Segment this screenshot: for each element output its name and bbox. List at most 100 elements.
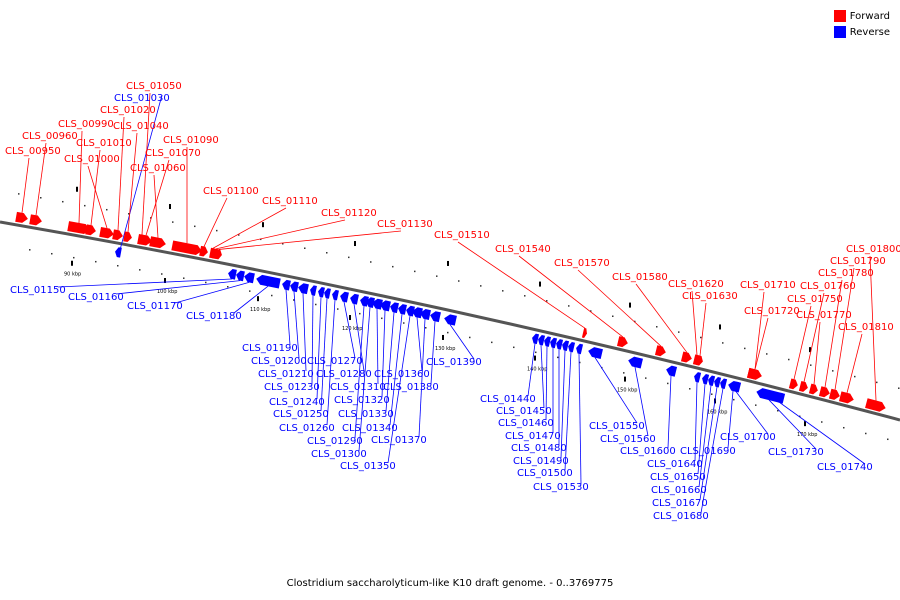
scale-tick-label: 160 kbp (707, 409, 727, 415)
gene-label: CLS_01490 (513, 456, 569, 467)
scale-tick-label: 90 kbp (64, 272, 81, 278)
leader-line (699, 302, 707, 356)
leader-line (735, 391, 769, 435)
gene-label: CLS_01130 (377, 219, 433, 230)
leader-line (540, 344, 545, 409)
gene-arrow (99, 226, 114, 239)
leader-line (834, 267, 855, 390)
leader-line (754, 317, 769, 370)
gene-label: CLS_01510 (434, 230, 490, 241)
leader-line (846, 333, 863, 394)
leader-line (285, 289, 291, 346)
leader-line (21, 157, 30, 213)
gene-label: CLS_01330 (338, 409, 394, 420)
gene-arrow (550, 337, 558, 349)
gene-label: CLS_01730 (768, 447, 824, 458)
gene-label: CLS_01710 (740, 280, 796, 291)
gene-label: CLS_01190 (242, 343, 298, 354)
gene-arrow (149, 236, 166, 249)
leader-line (545, 346, 548, 421)
gene-arrow (702, 374, 710, 385)
forward-swatch (833, 10, 846, 22)
gene-arrow (818, 386, 830, 398)
leader-line (233, 285, 269, 314)
leader-line (316, 296, 322, 400)
gene-arrow (828, 388, 840, 400)
gene-arrow (666, 365, 678, 377)
leader-line (87, 165, 108, 229)
gene-label: CLS_01010 (76, 138, 132, 149)
leader-line (813, 321, 821, 385)
leader-line (358, 307, 371, 452)
gene-label: CLS_01550 (589, 421, 645, 432)
label-leaders (21, 92, 877, 514)
gene-arrow (788, 378, 798, 390)
gene-label: CLS_01180 (186, 311, 242, 322)
leader-line (215, 219, 346, 250)
gene-label: CLS_01040 (113, 121, 169, 132)
gene-arrow (123, 231, 132, 243)
scale-tick-mark (257, 296, 259, 302)
upper-tick-mark (719, 324, 721, 330)
scale-tick-mark (442, 334, 444, 340)
leader-line (311, 295, 314, 385)
gene-label: CLS_01100 (203, 186, 259, 197)
upper-tick-mark (809, 347, 811, 353)
gene-label: CLS_01460 (498, 418, 554, 429)
gene-label: CLS_01290 (307, 436, 363, 447)
gene-arrow (282, 279, 291, 291)
leader-line (141, 92, 151, 235)
legend-forward: Forward (833, 8, 890, 24)
gene-arrow (562, 340, 570, 352)
gene-label: CLS_01090 (163, 135, 219, 146)
gene-arrow (532, 333, 540, 345)
gene-arrow (838, 391, 854, 404)
leader-line (127, 132, 138, 233)
gene-arrow (556, 339, 564, 350)
gene-arrow (256, 274, 281, 289)
gene-arrow (588, 347, 603, 359)
leader-line (57, 278, 233, 288)
gene-arrow (67, 221, 90, 235)
gene-arrow (420, 309, 431, 320)
leader-line (768, 399, 817, 450)
gene-arrow (628, 356, 643, 369)
leader-line (115, 280, 241, 295)
gene-label: CLS_01750 (787, 294, 843, 305)
gene-arrow (199, 245, 208, 257)
gene-label: CLS_01270 (307, 356, 363, 367)
upper-tick-mark (354, 241, 356, 247)
gene-arrow (324, 288, 331, 299)
leader-line (218, 230, 402, 250)
scale-tick-label: 120 kbp (342, 326, 362, 332)
leader-line (416, 317, 423, 372)
leader-line (564, 351, 572, 471)
gene-label: CLS_01660 (651, 485, 707, 496)
gene-arrow (798, 381, 808, 392)
leader-line (594, 357, 638, 424)
gene-arrow (112, 229, 123, 241)
gene-arrow (366, 297, 375, 308)
upper-tick-mark (262, 222, 264, 228)
gene-label: CLS_00960 (22, 131, 78, 142)
leader-line (457, 241, 586, 329)
leader-line (326, 299, 336, 426)
gene-label: CLS_01170 (127, 301, 183, 312)
gene-label: CLS_01050 (126, 81, 182, 92)
leader-line (560, 350, 566, 459)
leader-line (320, 298, 328, 412)
gene-arrow (340, 291, 349, 303)
gene-label: CLS_01250 (273, 409, 329, 420)
gene-label: CLS_01690 (680, 446, 736, 457)
gene-arrow (290, 281, 299, 293)
gene-label: CLS_01800 (846, 244, 900, 255)
leader-line (293, 291, 300, 359)
leader-line (353, 303, 365, 372)
gene-arrows (15, 211, 886, 412)
gene-arrow (720, 378, 728, 390)
leader-line (700, 388, 724, 514)
gene-label: CLS_01450 (496, 406, 552, 417)
gene-label: CLS_01640 (647, 459, 703, 470)
gene-arrow (544, 336, 552, 347)
gene-arrow (236, 270, 245, 282)
